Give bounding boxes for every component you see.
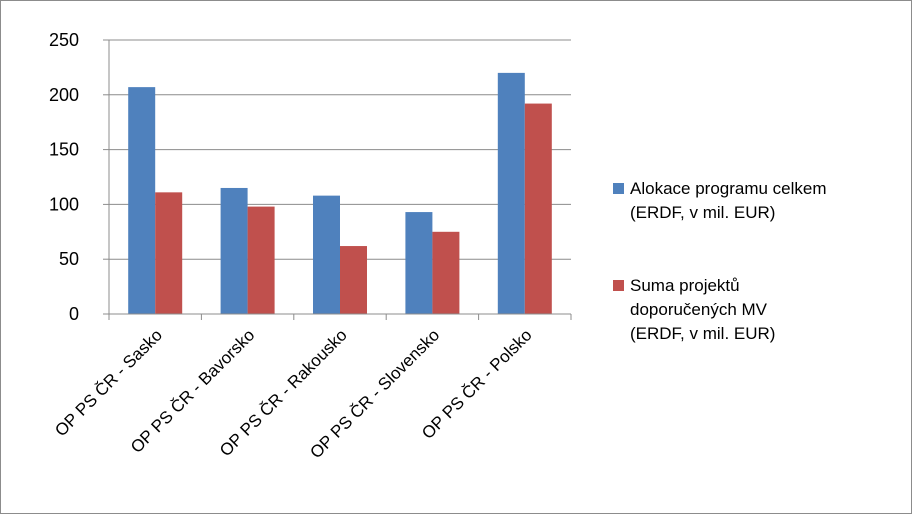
y-tick-label: 0 xyxy=(69,304,79,324)
legend-swatch xyxy=(613,280,624,291)
legend-label: (ERDF, v mil. EUR) xyxy=(630,324,775,343)
legend-swatch xyxy=(613,183,624,194)
bar xyxy=(432,231,460,314)
bar xyxy=(340,246,367,314)
legend-label: doporučených MV xyxy=(630,300,768,319)
y-tick-label: 100 xyxy=(49,194,79,214)
bar xyxy=(313,195,340,314)
y-axis: 0 50 100 150 200 250 xyxy=(49,30,110,324)
legend: Alokace programu celkem (ERDF, v mil. EUR… xyxy=(613,179,827,343)
bar xyxy=(247,206,275,314)
bar xyxy=(524,103,552,315)
bar xyxy=(128,87,156,315)
bars xyxy=(128,72,552,315)
legend-label: Suma projektů xyxy=(630,276,740,295)
legend-label: Alokace programu celkem xyxy=(630,179,827,198)
bar xyxy=(220,187,248,314)
bar xyxy=(405,212,433,314)
bar xyxy=(497,72,525,314)
y-tick-label: 200 xyxy=(49,85,79,105)
y-tick-label: 250 xyxy=(49,30,79,50)
bar xyxy=(155,192,183,314)
y-tick-label: 50 xyxy=(59,249,79,269)
y-tick-label: 150 xyxy=(49,140,79,160)
legend-label: (ERDF, v mil. EUR) xyxy=(630,203,775,222)
gridlines xyxy=(109,39,571,260)
